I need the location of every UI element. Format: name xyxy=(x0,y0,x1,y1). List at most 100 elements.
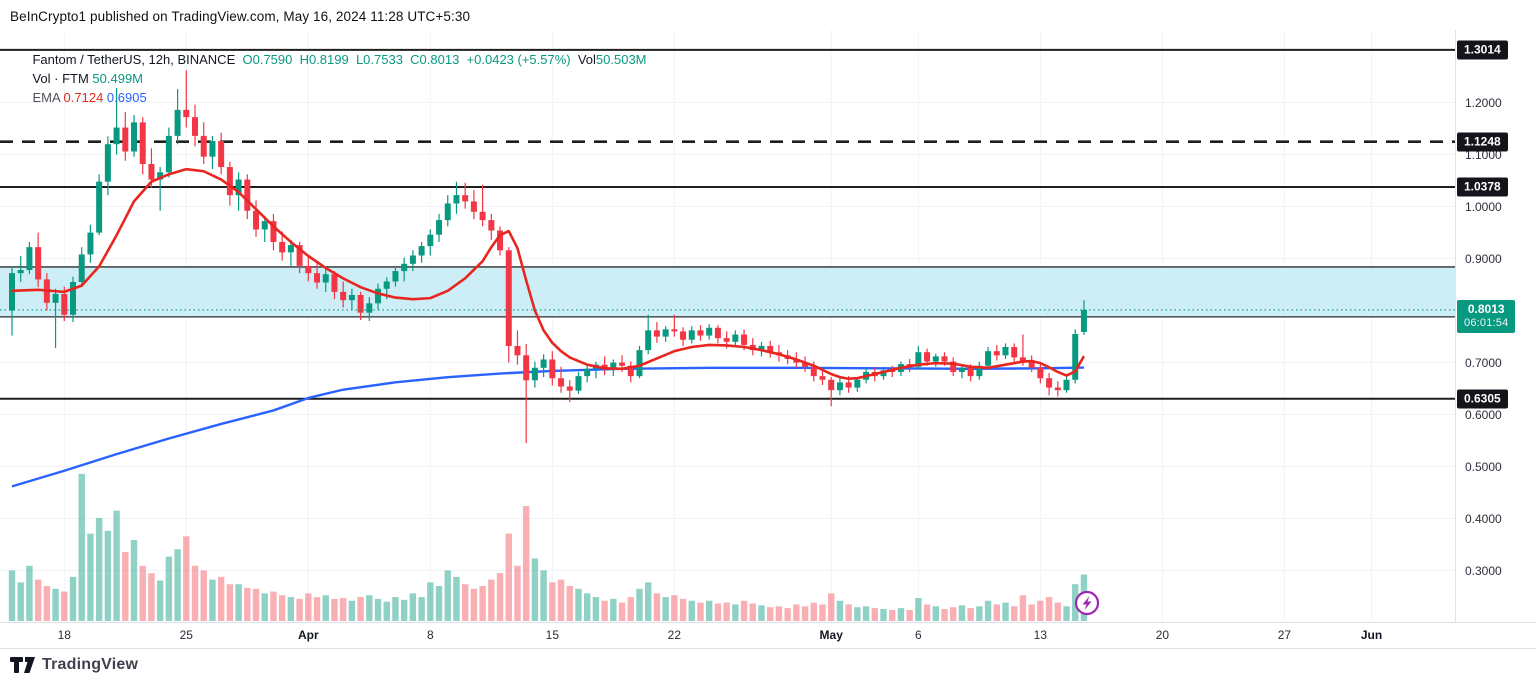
volume-bar xyxy=(522,506,530,621)
candle-body xyxy=(915,352,922,367)
candle-body xyxy=(270,221,277,242)
volume-bar xyxy=(104,530,112,621)
candle-body xyxy=(488,220,495,231)
candle-body xyxy=(479,211,486,221)
volume-bar xyxy=(784,608,791,621)
candle-body xyxy=(52,293,59,303)
candle-body xyxy=(209,141,216,157)
volume-bar xyxy=(209,579,216,621)
candle-body xyxy=(470,201,477,212)
volume-bar xyxy=(1045,597,1053,621)
volume-bar xyxy=(278,595,286,621)
candle-body xyxy=(767,345,774,353)
candle-body xyxy=(976,365,983,377)
time-tick-label: Jun xyxy=(1360,628,1383,642)
volume-bar xyxy=(976,606,983,621)
candle-body xyxy=(854,379,861,388)
candle-body xyxy=(671,329,678,332)
volume-bar xyxy=(662,597,669,621)
volume-bar xyxy=(775,606,783,621)
time-tick-label: 18 xyxy=(57,628,71,642)
volume-bar xyxy=(261,593,268,621)
vol-ftm-value: 50.499M xyxy=(92,71,143,86)
candle-body xyxy=(1063,379,1070,391)
candle-body xyxy=(497,230,504,251)
symbol-title[interactable]: Fantom / TetherUS, 12h, BINANCE xyxy=(32,52,236,67)
volume-bar xyxy=(889,609,896,621)
candle-body xyxy=(192,117,199,136)
tradingview-logo[interactable]: TradingView xyxy=(10,656,138,674)
candle-body xyxy=(1046,378,1053,388)
candle-body xyxy=(802,362,809,367)
candle-body xyxy=(828,379,835,391)
volume-bar xyxy=(34,579,42,621)
candle-body xyxy=(305,265,312,274)
candle-body xyxy=(619,362,626,366)
candle-body xyxy=(462,195,469,202)
ema-slow-line xyxy=(11,366,1084,488)
ema-fast-line xyxy=(11,167,1086,381)
volume-bar xyxy=(400,599,408,621)
candle-body xyxy=(575,376,582,391)
candle-body xyxy=(418,246,425,256)
volume-bar xyxy=(87,533,94,621)
volume-bar xyxy=(767,607,774,621)
ema-indicator-legend: EMA 0.7124 0.6905 xyxy=(18,75,146,120)
time-axis[interactable]: 18 25 Apr 8 15 22 May 6 13 20 27 Jun xyxy=(0,622,1536,649)
candle-body xyxy=(531,367,538,381)
candle-body xyxy=(723,338,730,342)
volume-bar xyxy=(357,597,364,621)
vol-ftm-label: Vol · FTM xyxy=(32,71,93,86)
candle-body xyxy=(505,250,512,346)
candle-body xyxy=(523,355,530,381)
candle-body xyxy=(1072,334,1079,380)
volume-bar xyxy=(348,600,356,621)
candle-body xyxy=(845,382,852,388)
time-tick-label: 6 xyxy=(915,628,922,642)
candle-body xyxy=(636,350,643,377)
volume-bar xyxy=(1054,602,1061,621)
volume-bar xyxy=(148,573,155,621)
volume-bar xyxy=(165,556,173,621)
volume-bar xyxy=(235,584,242,621)
time-tick-label: 25 xyxy=(179,628,193,642)
volume-bar xyxy=(322,595,329,621)
candle-body xyxy=(601,364,608,368)
candle-body xyxy=(9,273,15,311)
candle-body xyxy=(810,366,817,377)
volume-bar xyxy=(383,601,390,621)
volume-bar xyxy=(200,570,207,621)
volume-bar xyxy=(688,600,695,621)
volume-bar xyxy=(828,593,835,621)
volume-bar xyxy=(174,549,181,621)
volume-bar xyxy=(470,588,478,621)
candle-body xyxy=(1002,347,1009,356)
time-tick-label: Apr xyxy=(297,628,319,642)
volume-bar xyxy=(862,606,870,621)
volume-bar xyxy=(409,593,417,621)
volume-bar xyxy=(958,605,966,621)
volume-bar xyxy=(78,473,85,621)
time-tick-label: 20 xyxy=(1155,628,1170,642)
volume-bar xyxy=(95,517,103,621)
lightning-bolt-icon[interactable] xyxy=(1082,596,1092,610)
candle-body xyxy=(261,221,268,230)
volume-bar xyxy=(601,600,608,621)
volume-bar xyxy=(1019,595,1027,621)
volume-indicator-legend: Vol · FTM 50.499M xyxy=(18,56,143,101)
volume-bar xyxy=(706,600,713,621)
volume-bar xyxy=(854,607,861,621)
volume-bar xyxy=(627,597,634,621)
price-axis[interactable]: 1.2000 1.1000 1.0000 0.9000 0.7000 0.6000 0.50… xyxy=(1455,30,1536,622)
candle-body xyxy=(549,359,556,379)
candle-body xyxy=(279,241,286,253)
candle-body xyxy=(148,163,155,180)
ema-label: EMA xyxy=(32,90,64,105)
candle-body xyxy=(1080,309,1087,332)
volume-bar xyxy=(191,565,199,621)
candle-body xyxy=(836,382,843,391)
candle-body xyxy=(732,334,739,342)
volume-bar xyxy=(366,595,373,621)
